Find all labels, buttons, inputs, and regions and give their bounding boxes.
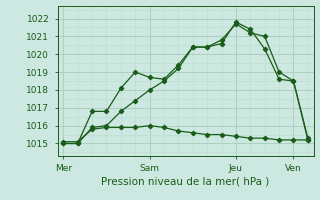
X-axis label: Pression niveau de la mer( hPa ): Pression niveau de la mer( hPa ) — [101, 176, 270, 186]
